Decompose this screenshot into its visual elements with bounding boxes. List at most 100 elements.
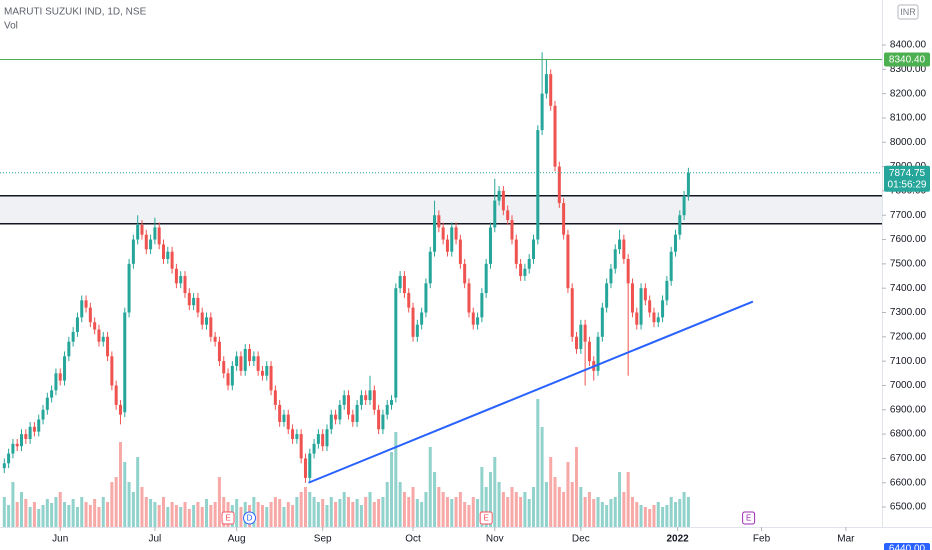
candle-body: [153, 227, 157, 240]
event-label[interactable]: E: [225, 514, 230, 523]
volume-bar: [656, 502, 660, 527]
volume-bar: [673, 502, 677, 527]
volume-bar: [325, 505, 329, 527]
x-tick-label: Dec: [572, 534, 590, 545]
candle-body: [652, 312, 656, 323]
volume-bar: [531, 487, 536, 527]
event-label[interactable]: E: [746, 514, 751, 523]
candle-body: [321, 434, 325, 447]
candle-body: [41, 409, 45, 420]
volume-bar: [338, 499, 342, 527]
candle-body: [630, 283, 634, 313]
candle-body: [618, 239, 622, 250]
candle-body: [325, 429, 329, 447]
price-line-tag: [884, 52, 930, 67]
candle-body: [230, 366, 234, 386]
volume-bar: [67, 505, 71, 527]
volume-bar: [467, 505, 471, 527]
candle-body: [411, 307, 415, 337]
volume-bar: [626, 472, 630, 527]
candle-body: [613, 249, 617, 269]
candle-body: [265, 366, 269, 376]
currency[interactable]: INR: [900, 7, 916, 17]
event-marker[interactable]: [742, 511, 756, 525]
candle-body: [553, 105, 557, 167]
candle-body: [377, 409, 381, 430]
volume-bar: [549, 457, 553, 527]
currency-box[interactable]: [897, 4, 919, 20]
volume-bar: [665, 505, 669, 527]
event-marker[interactable]: [243, 511, 257, 525]
volume-label: Vol: [4, 21, 18, 32]
candle-body: [540, 93, 544, 131]
volume-bar: [609, 499, 613, 527]
y-tick-label: 7000.00: [890, 380, 927, 391]
volume-bar: [596, 497, 600, 527]
event-marker[interactable]: [221, 511, 235, 525]
countdown: 01:56:29: [888, 179, 927, 190]
volume-bar: [652, 505, 656, 527]
candle-body: [626, 259, 630, 284]
candle-body: [118, 404, 122, 415]
y-tick-label: 7600.00: [890, 234, 927, 245]
candle-body: [205, 317, 209, 325]
volume-bar: [2, 497, 6, 527]
volume-bar: [282, 507, 286, 527]
candle-body: [136, 224, 140, 240]
volume-bar: [84, 502, 88, 527]
candle-body: [217, 341, 221, 362]
volume-bar: [519, 497, 523, 527]
candle-body: [549, 74, 553, 106]
candle-body: [170, 251, 174, 269]
candle-body: [359, 395, 363, 405]
candle-body: [420, 312, 424, 325]
volume-bar: [179, 507, 183, 527]
volume-bar: [635, 502, 639, 527]
volume-bar: [622, 492, 626, 527]
volume-bar: [544, 482, 548, 527]
volume-bar: [381, 497, 385, 527]
volume-bar: [291, 505, 295, 527]
volume-bar: [144, 497, 148, 527]
volume-bar: [385, 482, 389, 527]
volume-bar: [359, 505, 363, 527]
crosshair-tag: [884, 543, 930, 550]
volume-bar: [174, 505, 178, 527]
volume-bar: [161, 497, 165, 527]
event-label[interactable]: D: [247, 514, 253, 523]
candle-body: [407, 293, 411, 308]
x-tick-label: Mar: [837, 534, 855, 545]
candle-body: [209, 317, 213, 337]
volume-bar: [488, 472, 492, 527]
trendline: [308, 300, 754, 484]
volume-bar: [579, 487, 583, 527]
candle-body: [312, 443, 316, 454]
candle-body: [97, 329, 101, 342]
candle-body: [235, 356, 239, 367]
candle-body: [11, 443, 15, 454]
candle-body: [368, 390, 372, 401]
volume-bar: [265, 507, 269, 527]
y-tick-label: 6500.00: [890, 502, 927, 513]
event-marker[interactable]: [479, 511, 493, 525]
x-tick-label: Jul: [148, 534, 161, 545]
candle-body: [428, 251, 432, 284]
volume-bar: [342, 492, 346, 527]
volume-bar: [661, 507, 665, 527]
candle-body: [157, 227, 161, 245]
candle-body: [635, 312, 639, 325]
volume-bar: [256, 502, 260, 527]
candle-body: [252, 356, 256, 362]
event-label[interactable]: E: [484, 514, 489, 523]
y-tick-label: 7700.00: [890, 210, 927, 221]
volume-bar: [424, 492, 428, 527]
volume-bar: [445, 497, 449, 527]
candle-body: [127, 263, 131, 313]
volume-bar: [506, 497, 510, 527]
candle-body: [510, 220, 514, 240]
volume-bar: [583, 497, 587, 527]
volume-bar: [433, 472, 437, 527]
candle-body: [200, 312, 204, 325]
volume-bar: [536, 399, 540, 527]
volume-bar: [192, 505, 196, 527]
